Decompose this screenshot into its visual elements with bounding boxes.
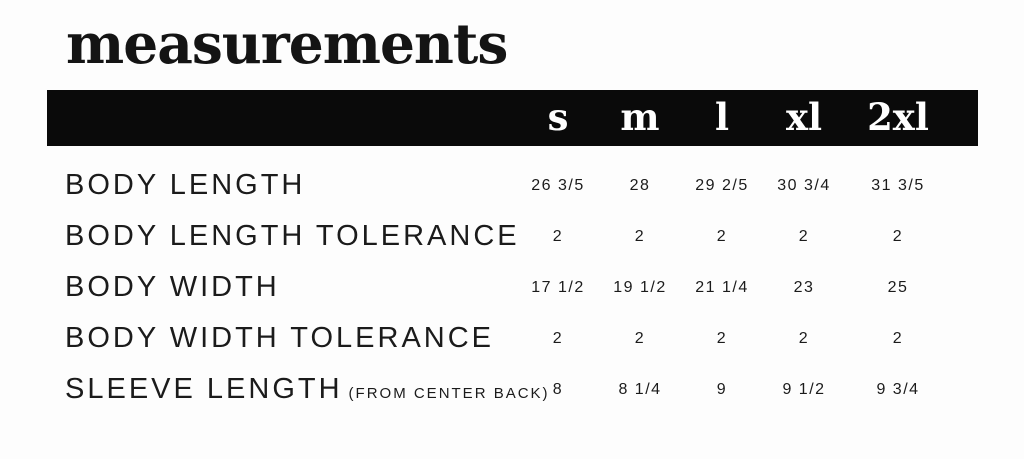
row-label: BODY LENGTH TOLERANCE <box>47 220 517 253</box>
row-label-text: BODY LENGTH <box>65 169 306 201</box>
page-title: measurements <box>66 11 508 76</box>
row-label: SLEEVE LENGTH (FROM CENTER BACK) <box>47 373 548 406</box>
measurement-value: 8 <box>552 380 564 398</box>
measurement-value: 30 3/4 <box>777 176 831 194</box>
row-label: BODY WIDTH TOLERANCE <box>47 322 517 355</box>
measurement-rows: BODY LENGTH 26 3/5 28 29 2/5 30 3/4 31 3… <box>47 160 978 415</box>
row-label-note: (FROM CENTER BACK) <box>348 385 550 402</box>
measurement-value: 21 1/4 <box>695 278 749 296</box>
measurement-value: 9 1/2 <box>782 380 826 398</box>
measurement-value: 2 <box>634 227 646 245</box>
table-row-body-length-tolerance: BODY LENGTH TOLERANCE 2 2 2 2 2 <box>47 211 978 262</box>
row-label-text: BODY WIDTH <box>65 271 280 303</box>
measurement-value: 2 <box>716 329 728 347</box>
table-row-body-length: BODY LENGTH 26 3/5 28 29 2/5 30 3/4 31 3… <box>47 160 978 211</box>
measurement-value: 2 <box>552 227 564 245</box>
row-label: BODY WIDTH <box>47 271 517 304</box>
measurement-value: 25 <box>887 278 909 296</box>
measurement-value: 2 <box>716 227 728 245</box>
column-header-l: l <box>714 94 730 139</box>
table-row-body-width: BODY WIDTH 17 1/2 19 1/2 21 1/4 23 25 <box>47 262 978 313</box>
row-label-text: SLEEVE LENGTH <box>65 373 343 405</box>
column-header-2xl: 2xl <box>867 94 929 139</box>
measurement-value: 2 <box>798 329 810 347</box>
measurement-value: 23 <box>793 278 815 296</box>
measurement-value: 9 3/4 <box>876 380 920 398</box>
column-header-s: s <box>547 94 569 139</box>
measurement-value: 31 3/5 <box>871 176 925 194</box>
measurement-value: 2 <box>552 329 564 347</box>
row-label: BODY LENGTH <box>47 169 517 202</box>
measurement-value: 17 1/2 <box>531 278 585 296</box>
column-header-xl: xl <box>785 94 823 139</box>
measurement-value: 2 <box>634 329 646 347</box>
measurement-value: 26 3/5 <box>531 176 585 194</box>
measurement-value: 8 1/4 <box>618 380 662 398</box>
measurement-value: 2 <box>798 227 810 245</box>
table-row-body-width-tolerance: BODY WIDTH TOLERANCE 2 2 2 2 2 <box>47 313 978 364</box>
column-header-m: m <box>620 94 660 139</box>
measurement-value: 2 <box>892 227 904 245</box>
measurement-value: 29 2/5 <box>695 176 749 194</box>
row-label-text: BODY WIDTH TOLERANCE <box>65 322 495 354</box>
measurement-value: 2 <box>892 329 904 347</box>
row-label-text: BODY LENGTH TOLERANCE <box>65 220 520 252</box>
size-header-bar: s m l xl 2xl <box>47 90 978 146</box>
table-row-sleeve-length: SLEEVE LENGTH (FROM CENTER BACK) 8 8 1/4 … <box>47 364 978 415</box>
measurement-value: 9 <box>716 380 728 398</box>
measurement-value: 28 <box>629 176 651 194</box>
measurement-value: 19 1/2 <box>613 278 667 296</box>
